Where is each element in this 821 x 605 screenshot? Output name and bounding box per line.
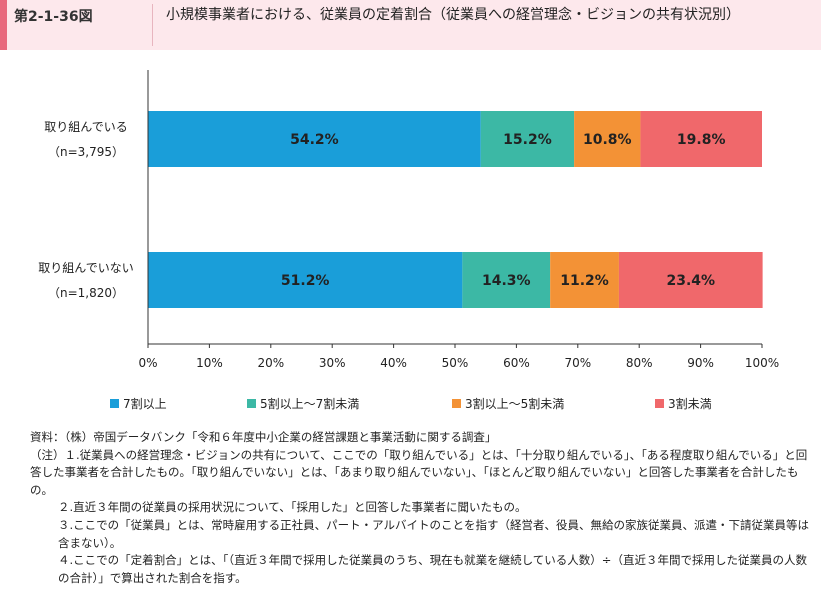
legend-label: 5割以上～7割未満 bbox=[260, 396, 359, 411]
stacked-bar-chart: 54.2% 15.2% 10.8% 19.8% 取り組んでいる （n=3,795） 51.2… bbox=[38, 70, 779, 411]
x-tick-label: 80% bbox=[626, 356, 653, 370]
category-sample-size: （n=1,820） bbox=[48, 286, 124, 300]
figure-number: 第2-1-36図 bbox=[14, 9, 93, 25]
data-label: 15.2% bbox=[503, 132, 552, 148]
note-1: （注）１.従業員への経営理念・ビジョンの共有について、ここでの「取り組んでいる」… bbox=[30, 447, 808, 497]
note-4: ４.ここでの「定着割合」とは、「（直近３年間で採用した従業員のうち、現在も就業を… bbox=[58, 553, 807, 585]
x-tick-label: 100% bbox=[745, 356, 779, 370]
bar-segment bbox=[480, 111, 575, 167]
figure-title: 小規模事業者における、従業員の定着割合（従業員への経営理念・ビジョンの共有状況別… bbox=[166, 7, 740, 23]
legend-swatch bbox=[247, 399, 256, 408]
x-tick-label: 10% bbox=[196, 356, 223, 370]
bar-segment bbox=[574, 111, 641, 167]
x-tick-label: 60% bbox=[503, 356, 530, 370]
source-notes: 資料：（株）帝国データバンク「令和６年度中小企業の経営課題と事業活動に関する調査… bbox=[30, 429, 810, 587]
legend-swatch bbox=[655, 399, 664, 408]
category-label: 取り組んでいる bbox=[44, 120, 127, 134]
data-label: 54.2% bbox=[290, 132, 339, 148]
bar-segment bbox=[618, 252, 763, 308]
legend-label: 3割以上～5割未満 bbox=[465, 396, 564, 411]
data-label: 10.8% bbox=[583, 132, 632, 148]
bar-segment bbox=[640, 111, 762, 167]
figure-header: 第2-1-36図 小規模事業者における、従業員の定着割合（従業員への経営理念・ビ… bbox=[0, 0, 821, 50]
note-source: 資料：（株）帝国データバンク「令和６年度中小企業の経営課題と事業活動に関する調査… bbox=[30, 430, 497, 444]
bar-segment bbox=[550, 252, 619, 308]
x-tick-label: 40% bbox=[380, 356, 407, 370]
x-tick-label: 90% bbox=[687, 356, 714, 370]
note-3: ３.ここでの「従業員」とは、常時雇用する正社員、パート・アルバイトのことを指す（… bbox=[58, 517, 810, 550]
header-divider bbox=[152, 4, 153, 46]
bar-segment bbox=[148, 252, 463, 308]
x-tick-label: 20% bbox=[257, 356, 284, 370]
data-label: 51.2% bbox=[281, 273, 330, 289]
data-label: 14.3% bbox=[482, 273, 531, 289]
data-label: 23.4% bbox=[666, 273, 715, 289]
bar-segment bbox=[462, 252, 551, 308]
category-label: 取り組んでいない bbox=[38, 261, 133, 275]
bar-segment bbox=[148, 111, 481, 167]
legend-swatch bbox=[452, 399, 461, 408]
legend-label: 7割以上 bbox=[123, 396, 167, 411]
x-tick-label: 70% bbox=[564, 356, 591, 370]
data-label: 11.2% bbox=[560, 273, 609, 289]
data-label: 19.8% bbox=[677, 132, 726, 148]
x-tick-label: 0% bbox=[138, 356, 157, 370]
category-sample-size: （n=3,795） bbox=[48, 145, 124, 159]
x-tick-label: 50% bbox=[442, 356, 469, 370]
x-tick-label: 30% bbox=[319, 356, 346, 370]
legend-swatch bbox=[110, 399, 119, 408]
header-accent bbox=[0, 0, 7, 50]
legend-label: 3割未満 bbox=[668, 396, 712, 411]
note-2: ２.直近３年間の従業員の採用状況について、「採用した」と回答した事業者に聞いたも… bbox=[58, 500, 527, 515]
